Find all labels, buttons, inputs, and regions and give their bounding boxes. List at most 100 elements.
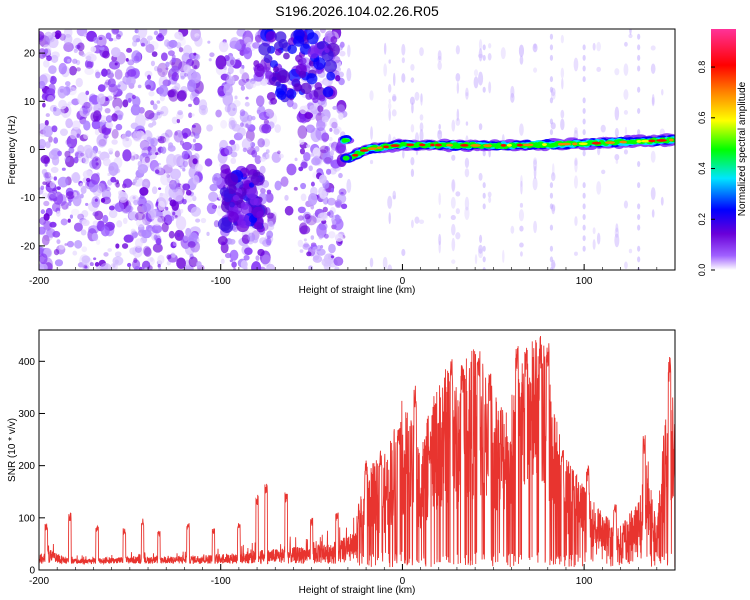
noise-blob bbox=[265, 153, 271, 160]
noise-blob bbox=[329, 150, 335, 157]
noise-blob bbox=[176, 182, 182, 190]
noise-blob bbox=[207, 40, 211, 44]
faint-streak bbox=[383, 42, 387, 55]
faint-streak bbox=[520, 175, 523, 188]
noise-blob bbox=[131, 94, 136, 100]
noise-blob bbox=[93, 36, 99, 44]
noise-blob bbox=[322, 206, 328, 213]
noise-blob bbox=[286, 163, 297, 176]
noise-blob bbox=[116, 220, 123, 228]
noise-blob bbox=[49, 75, 57, 85]
noise-blob bbox=[81, 209, 89, 218]
noise-blob bbox=[142, 245, 151, 257]
noise-blob bbox=[174, 215, 178, 218]
vertical-streak bbox=[482, 267, 486, 270]
noise-blob bbox=[45, 35, 55, 43]
noise-blob bbox=[159, 95, 165, 102]
noise-blob bbox=[94, 129, 100, 136]
noise-blob bbox=[135, 218, 146, 228]
noise-blob bbox=[51, 202, 61, 213]
faint-streak bbox=[592, 42, 596, 51]
noise-blob bbox=[164, 136, 170, 144]
faint-streak bbox=[392, 72, 396, 87]
noise-blob bbox=[310, 181, 315, 187]
noise-blob bbox=[254, 155, 262, 165]
noise-blob bbox=[43, 213, 50, 221]
noise-blob bbox=[112, 97, 123, 110]
noise-blob bbox=[305, 144, 311, 148]
vertical-streak bbox=[637, 33, 641, 40]
noise-blob bbox=[243, 254, 250, 261]
faint-streak bbox=[519, 123, 524, 136]
noise-blob bbox=[49, 221, 57, 228]
noise-blob bbox=[58, 62, 67, 75]
noise-blob bbox=[42, 102, 46, 108]
noise-blob bbox=[180, 75, 185, 80]
faint-streak bbox=[438, 233, 442, 246]
vertical-streak bbox=[582, 65, 586, 72]
noise-blob bbox=[316, 223, 327, 238]
noise-blob bbox=[182, 141, 192, 151]
noise-blob bbox=[129, 247, 137, 255]
faint-streak bbox=[519, 55, 524, 65]
signal-track-layer-4 bbox=[342, 138, 351, 143]
noise-blob bbox=[48, 36, 59, 49]
cluster-blob-1 bbox=[232, 194, 240, 202]
spectrogram-y-axis-label: Frequency (Hz) bbox=[7, 116, 18, 185]
noise-blob bbox=[133, 199, 139, 206]
faint-streak bbox=[560, 118, 565, 131]
noise-blob bbox=[298, 166, 304, 172]
faint-streak bbox=[488, 81, 492, 94]
noise-blob bbox=[56, 210, 61, 217]
faint-streak bbox=[519, 202, 524, 208]
noise-blob bbox=[168, 142, 174, 149]
noise-blob bbox=[255, 95, 265, 107]
noise-blob bbox=[188, 256, 198, 268]
snr-x-tick-label: 0 bbox=[400, 576, 406, 587]
noise-blob bbox=[157, 136, 163, 142]
cluster-blob-1 bbox=[241, 220, 247, 226]
noise-blob bbox=[191, 59, 200, 70]
noise-blob bbox=[105, 115, 113, 123]
noise-blob bbox=[232, 100, 241, 107]
noise-blob bbox=[241, 116, 252, 128]
noise-blob bbox=[90, 46, 97, 53]
noise-blob bbox=[154, 169, 160, 174]
faint-streak bbox=[419, 47, 424, 57]
faint-streak bbox=[623, 63, 629, 76]
spectrogram-y-tick-label: -10 bbox=[21, 193, 36, 204]
vertical-streak bbox=[549, 256, 554, 263]
noise-blob bbox=[63, 42, 74, 53]
vertical-streak bbox=[549, 33, 554, 40]
noise-blob bbox=[168, 179, 178, 190]
noise-blob bbox=[81, 219, 90, 227]
noise-blob bbox=[194, 33, 200, 38]
noise-blob bbox=[86, 60, 93, 69]
vertical-streak bbox=[582, 118, 586, 125]
noise-blob bbox=[125, 130, 132, 137]
noise-blob bbox=[242, 30, 254, 46]
noise-blob bbox=[115, 123, 123, 131]
faint-streak bbox=[624, 126, 628, 136]
noise-blob bbox=[310, 127, 322, 143]
faint-streak bbox=[615, 223, 619, 233]
noise-blob bbox=[92, 220, 99, 227]
vertical-streak bbox=[482, 150, 486, 157]
faint-streak bbox=[573, 57, 579, 72]
noise-blob bbox=[310, 204, 315, 210]
faint-streak bbox=[438, 213, 441, 219]
cluster-blob-1 bbox=[227, 211, 239, 223]
noise-blob bbox=[42, 52, 47, 58]
noise-blob bbox=[112, 256, 124, 266]
noise-blob bbox=[117, 81, 128, 92]
noise-blob bbox=[177, 89, 188, 100]
noise-blob bbox=[247, 124, 256, 132]
noise-blob bbox=[173, 129, 184, 143]
noise-blob bbox=[58, 244, 66, 250]
faint-streak bbox=[592, 239, 596, 250]
faint-streak bbox=[370, 126, 373, 140]
noise-blob bbox=[300, 193, 307, 202]
noise-blob bbox=[341, 203, 348, 209]
